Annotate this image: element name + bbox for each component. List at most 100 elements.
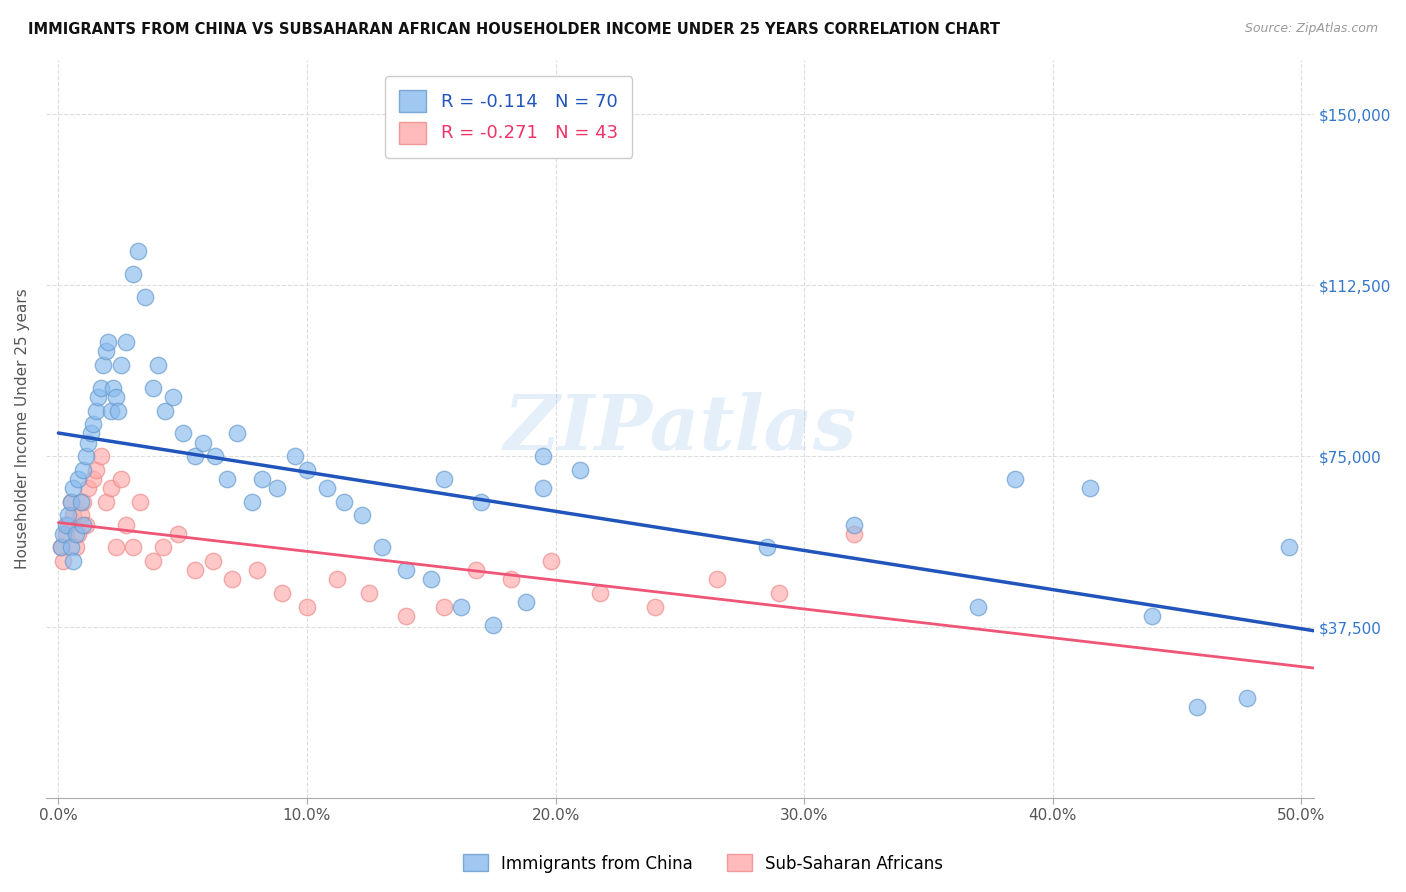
Point	[91, 358, 114, 372]
Point	[166, 526, 188, 541]
Point	[450, 599, 472, 614]
Point	[142, 381, 165, 395]
Point	[87, 390, 110, 404]
Point	[191, 435, 214, 450]
Point	[204, 449, 226, 463]
Point	[531, 449, 554, 463]
Point	[52, 526, 75, 541]
Point	[240, 495, 263, 509]
Point	[706, 572, 728, 586]
Text: IMMIGRANTS FROM CHINA VS SUBSAHARAN AFRICAN HOUSEHOLDER INCOME UNDER 25 YEARS CO: IMMIGRANTS FROM CHINA VS SUBSAHARAN AFRI…	[28, 22, 1000, 37]
Point	[252, 472, 274, 486]
Point	[433, 472, 456, 486]
Point	[184, 563, 207, 577]
Point	[58, 517, 80, 532]
Point	[589, 586, 612, 600]
Point	[315, 481, 337, 495]
Point	[842, 517, 865, 532]
Point	[94, 495, 117, 509]
Point	[1278, 541, 1301, 555]
Text: Source: ZipAtlas.com: Source: ZipAtlas.com	[1244, 22, 1378, 36]
Point	[842, 526, 865, 541]
Point	[90, 381, 112, 395]
Point	[58, 508, 80, 523]
Point	[395, 563, 418, 577]
Point	[1140, 608, 1163, 623]
Point	[65, 541, 87, 555]
Point	[69, 495, 91, 509]
Point	[395, 608, 418, 623]
Point	[62, 554, 84, 568]
Point	[142, 554, 165, 568]
Point	[49, 541, 72, 555]
Legend: R = -0.114   N = 70, R = -0.271   N = 43: R = -0.114 N = 70, R = -0.271 N = 43	[385, 76, 633, 158]
Point	[134, 290, 156, 304]
Point	[1078, 481, 1101, 495]
Point	[104, 541, 127, 555]
Point	[1004, 472, 1026, 486]
Point	[75, 517, 97, 532]
Point	[90, 449, 112, 463]
Point	[114, 335, 136, 350]
Point	[84, 463, 107, 477]
Point	[217, 472, 239, 486]
Point	[59, 495, 82, 509]
Point	[152, 541, 174, 555]
Point	[110, 472, 132, 486]
Point	[420, 572, 443, 586]
Point	[644, 599, 666, 614]
Point	[59, 541, 82, 555]
Point	[271, 586, 294, 600]
Point	[266, 481, 288, 495]
Point	[433, 599, 456, 614]
Point	[129, 495, 152, 509]
Point	[359, 586, 381, 600]
Point	[370, 541, 392, 555]
Point	[295, 599, 318, 614]
Point	[97, 335, 120, 350]
Point	[52, 554, 75, 568]
Point	[470, 495, 492, 509]
Legend: Immigrants from China, Sub-Saharan Africans: Immigrants from China, Sub-Saharan Afric…	[457, 847, 949, 880]
Point	[155, 403, 177, 417]
Point	[246, 563, 269, 577]
Point	[77, 435, 100, 450]
Point	[482, 617, 505, 632]
Text: ZIPatlas: ZIPatlas	[503, 392, 856, 466]
Point	[80, 426, 103, 441]
Point	[499, 572, 522, 586]
Point	[755, 541, 778, 555]
Point	[49, 541, 72, 555]
Point	[82, 472, 104, 486]
Point	[82, 417, 104, 432]
Point	[55, 517, 77, 532]
Point	[1185, 699, 1208, 714]
Point	[62, 481, 84, 495]
Point	[226, 426, 249, 441]
Point	[75, 449, 97, 463]
Point	[101, 381, 124, 395]
Point	[65, 526, 87, 541]
Point	[72, 517, 94, 532]
Point	[67, 472, 90, 486]
Point	[333, 495, 356, 509]
Point	[72, 463, 94, 477]
Point	[110, 358, 132, 372]
Point	[100, 403, 122, 417]
Point	[540, 554, 562, 568]
Point	[350, 508, 373, 523]
Point	[326, 572, 349, 586]
Point	[107, 403, 129, 417]
Y-axis label: Householder Income Under 25 years: Householder Income Under 25 years	[15, 288, 30, 569]
Point	[84, 403, 107, 417]
Point	[967, 599, 990, 614]
Point	[201, 554, 224, 568]
Point	[221, 572, 243, 586]
Point	[122, 267, 145, 281]
Point	[62, 508, 84, 523]
Point	[465, 563, 488, 577]
Point	[146, 358, 169, 372]
Point	[1236, 690, 1258, 705]
Point	[104, 390, 127, 404]
Point	[295, 463, 318, 477]
